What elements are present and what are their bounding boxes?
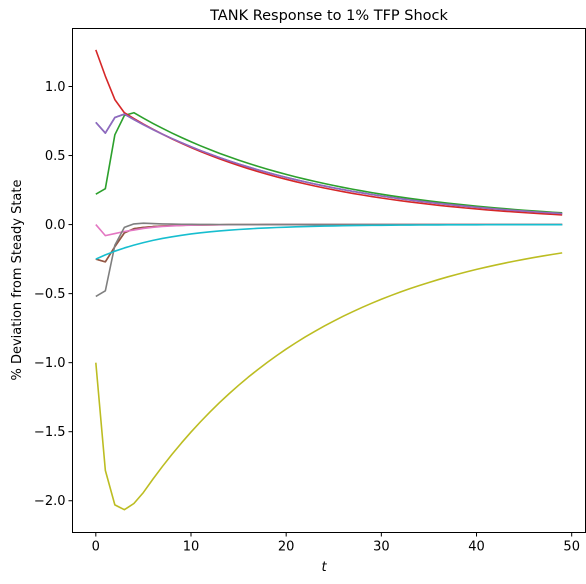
- x-axis-label: t: [321, 560, 327, 575]
- y-axis-ticks: −2.0 −1.5 −1.0 −0.5 0.0 0.5 1.0: [34, 80, 73, 509]
- x-tick-label: 10: [183, 540, 200, 555]
- plot-area: [72, 28, 586, 533]
- y-tick-label: 0.0: [45, 218, 66, 233]
- series-line-10: [95, 223, 563, 260]
- x-tick-label: 30: [373, 540, 390, 555]
- y-tick-label: −2.0: [34, 494, 66, 509]
- y-tick-label: −1.5: [34, 425, 66, 440]
- x-tick-label: 40: [468, 540, 485, 555]
- x-tick-label: 20: [278, 540, 295, 555]
- y-tick-label: 0.5: [45, 149, 66, 164]
- series-line-3: [95, 111, 563, 214]
- x-tick-label: 0: [92, 540, 100, 555]
- y-tick-label: −0.5: [34, 287, 66, 302]
- x-tick-label: 50: [563, 540, 580, 555]
- chart-title: TANK Response to 1% TFP Shock: [209, 8, 448, 24]
- y-tick-label: −1.0: [34, 356, 66, 371]
- y-axis-label: % Deviation from Steady State: [10, 180, 25, 381]
- series-layer: [95, 49, 563, 511]
- series-line-9: [95, 252, 563, 511]
- x-axis-ticks: 0 10 20 30 40 50: [92, 532, 580, 555]
- y-tick-label: 1.0: [45, 80, 66, 95]
- series-line-5: [95, 113, 563, 215]
